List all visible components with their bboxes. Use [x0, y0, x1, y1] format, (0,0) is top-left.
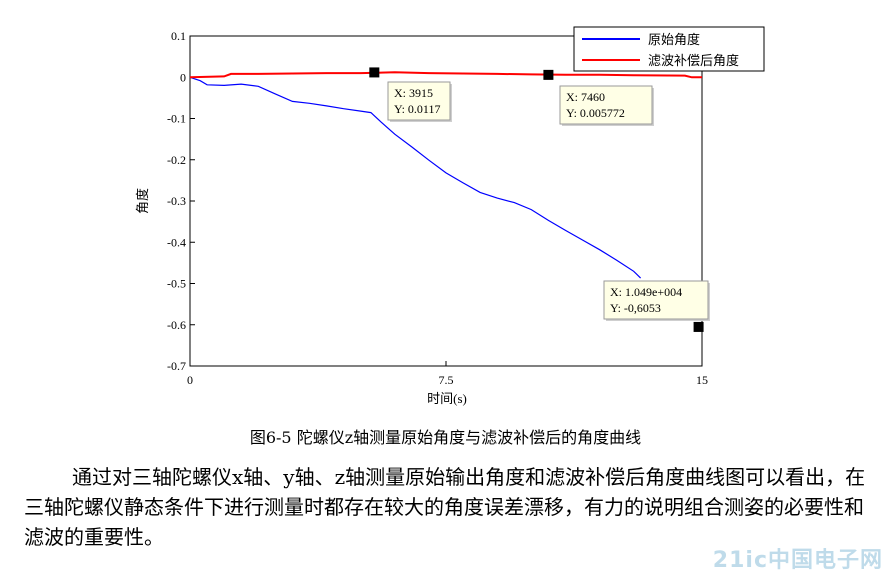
datatip-y: Y: 0.005772 — [566, 106, 625, 120]
datatip-x: X: 7460 — [566, 90, 605, 104]
datatip-box — [603, 280, 709, 320]
y-tick-label: -0.4 — [167, 235, 186, 249]
legend-label: 原始角度 — [648, 32, 700, 47]
series-line-raw — [189, 76, 642, 279]
datatip-marker — [369, 67, 380, 78]
watermark-logo: 21ic中国电子网 — [712, 548, 883, 573]
datatip-marker — [543, 69, 554, 80]
y-tick-label: -0.6 — [167, 318, 186, 332]
legend-box — [573, 26, 765, 72]
datatip-box — [559, 85, 653, 125]
x-tick-label: 7.5 — [439, 373, 454, 387]
datatip-box — [387, 81, 451, 121]
y-tick-label: 0 — [180, 70, 186, 84]
y-tick-label: -0.1 — [167, 112, 186, 126]
y-tick-label: -0.5 — [167, 277, 186, 291]
y-tick-label: -0.3 — [167, 194, 186, 208]
datatip-x: X: 3915 — [394, 86, 433, 100]
datatip-y: Y: 0.0117 — [394, 102, 440, 116]
y-axis-label: 角度 — [135, 188, 150, 214]
y-tick-label: -0.7 — [167, 359, 186, 373]
series-line-filtered — [189, 71, 702, 79]
y-tick-label: -0.2 — [167, 153, 186, 167]
body-paragraph: 通过对三轴陀螺仪x轴、y轴、z轴测量原始输出角度和滤波补偿后角度曲线图可以看出，… — [24, 465, 866, 549]
x-tick-label: 15 — [696, 373, 708, 387]
x-axis-label: 时间(s) — [427, 391, 467, 406]
figure-caption: 图6-5 陀螺仪z轴测量原始角度与滤波补偿后的角度曲线 — [249, 428, 642, 447]
y-tick-label: 0.1 — [171, 29, 186, 43]
datatip-x: X: 1.049e+004 — [610, 285, 682, 299]
angle-chart: 0.10-0.1-0.2-0.3-0.4-0.5-0.6-0.70 7.5 15时间… — [135, 26, 765, 406]
legend-label: 滤波补偿后角度 — [648, 53, 739, 68]
datatip-marker — [693, 321, 704, 332]
datatip-y: Y: -0,6053 — [610, 301, 661, 315]
x-tick-label: 0 — [187, 373, 193, 387]
